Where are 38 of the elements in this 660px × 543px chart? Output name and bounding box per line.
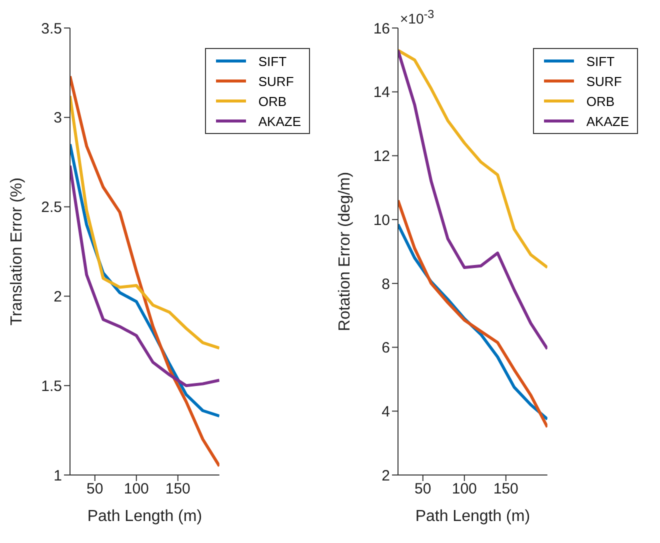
text: ×10$^{-3}$ [400, 8, 434, 27]
legend-label: SURF [586, 74, 622, 88]
legend-label: SIFT [586, 54, 615, 68]
x-tick-label: 100 [124, 480, 149, 498]
legend-label: SIFT [258, 54, 287, 68]
legend-label: ORB [258, 94, 287, 108]
y-tick-label: 2 [382, 467, 390, 484]
y-tick-label: 3 [54, 110, 62, 127]
y-tick-label: 10 [373, 212, 390, 229]
y-tick-label: 14 [373, 84, 390, 102]
y-tick-label: 2.5 [41, 199, 62, 216]
y-tick-label: 1.5 [41, 378, 62, 395]
x-tick-label: 150 [165, 480, 190, 498]
legend-label: ORB [586, 94, 615, 108]
line-series [70, 164, 220, 388]
line-series [70, 94, 220, 350]
y-tick-label: 12 [373, 148, 390, 166]
line-series [70, 74, 220, 468]
y-tick-label: 8 [382, 276, 390, 293]
y-tick-label: 6 [382, 340, 390, 357]
x-axis-title: Path Length (m) [87, 508, 202, 525]
x-axis-title: Path Length (m) [415, 508, 530, 525]
x-tick-label: 50 [86, 480, 104, 498]
x-tick-label: 100 [452, 480, 477, 498]
line-series [398, 48, 548, 269]
y-tick-label: 1 [54, 467, 62, 484]
legend-label: SURF [258, 74, 294, 88]
line-series [398, 48, 548, 350]
legend-label: AKAZE [258, 114, 301, 128]
legend-label: AKAZE [586, 114, 629, 128]
y-axis-title: Translation Error (%) [8, 178, 26, 326]
y-tick-label: 3.5 [41, 20, 62, 38]
y-tick-label: 4 [382, 403, 390, 420]
x-tick-label: 50 [414, 480, 432, 498]
y-tick-label: 2 [54, 288, 62, 306]
y-axis-title: Rotation Error (deg/m) [336, 172, 354, 332]
x-tick-label: 150 [493, 480, 518, 498]
y-tick-label: 16 [373, 20, 390, 38]
